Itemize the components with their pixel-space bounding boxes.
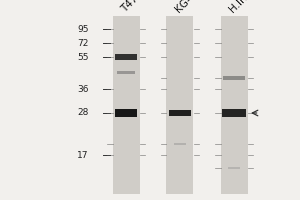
Text: 95: 95: [77, 24, 88, 33]
Bar: [112, 16, 140, 194]
Text: H.liver: H.liver: [227, 0, 258, 14]
Bar: [117, 71, 135, 73]
Text: 36: 36: [77, 84, 88, 94]
Text: T47D: T47D: [119, 0, 146, 14]
Bar: [228, 167, 240, 169]
Bar: [115, 54, 137, 60]
Text: 55: 55: [77, 52, 88, 62]
Text: 17: 17: [77, 150, 88, 160]
Bar: [220, 16, 248, 194]
Text: KG-1: KG-1: [173, 0, 198, 14]
Bar: [169, 110, 190, 116]
Bar: [222, 109, 246, 117]
Bar: [174, 143, 186, 145]
Bar: [167, 16, 194, 194]
Bar: [115, 109, 137, 117]
Text: 28: 28: [77, 108, 88, 117]
Text: 72: 72: [77, 38, 88, 47]
Bar: [223, 76, 245, 80]
